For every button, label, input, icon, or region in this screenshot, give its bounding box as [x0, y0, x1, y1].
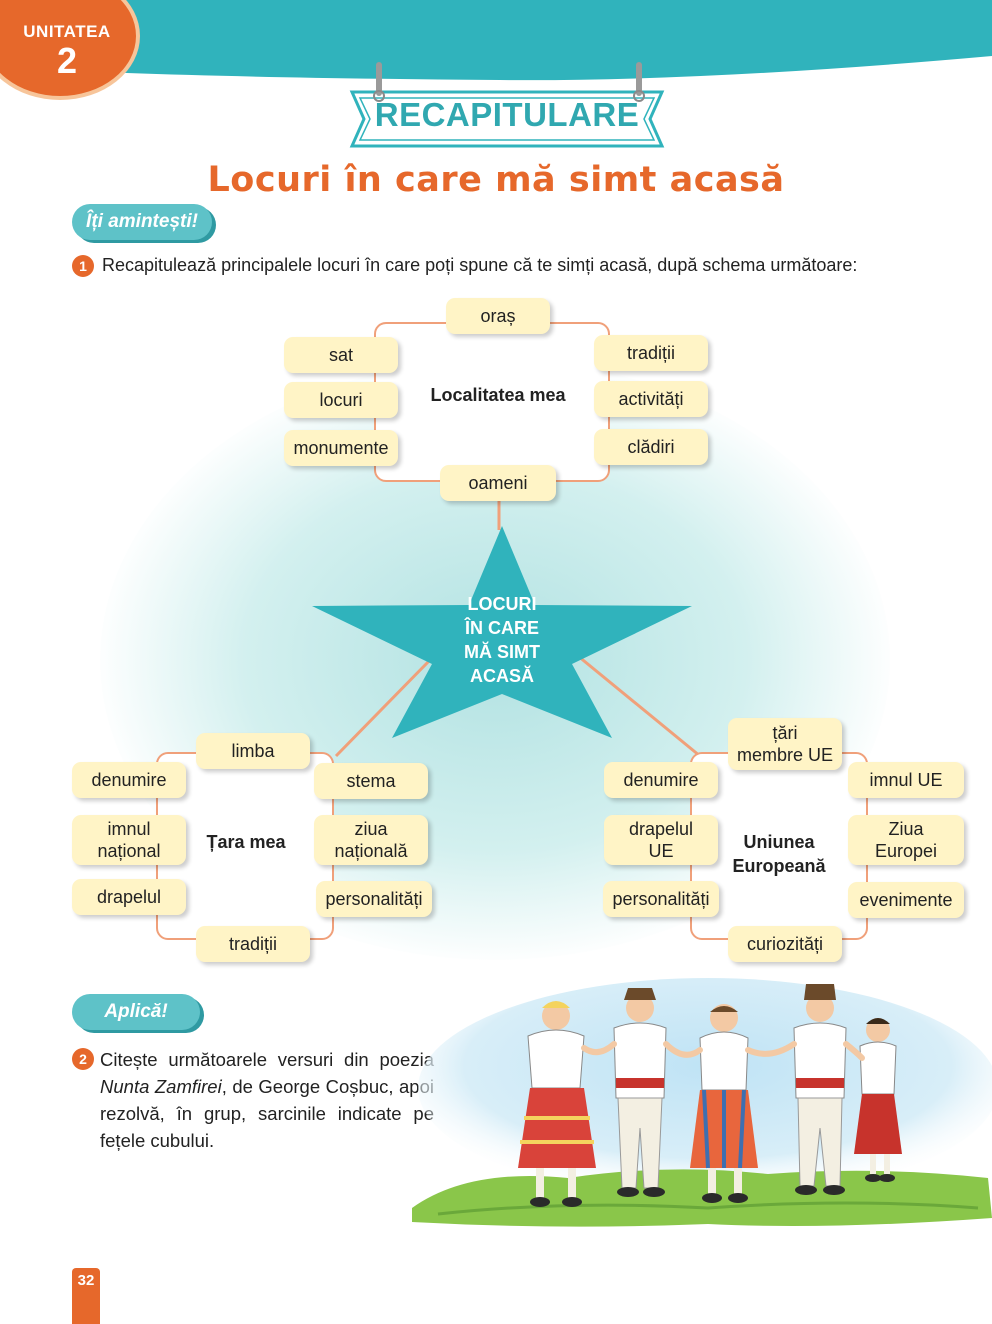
locality-title: Localitatea mea — [430, 385, 566, 405]
country-item-limba: limba — [196, 733, 310, 769]
country-item-denumire: denumire — [72, 762, 186, 798]
eu-item-ziua-europei: Ziua Europei — [848, 815, 964, 865]
locality-item-oameni: oameni — [440, 465, 556, 501]
eu-item-evenimente: evenimente — [848, 882, 964, 918]
locality-item-cladiri: clădiri — [594, 429, 708, 465]
unit-label: UNITATEA — [23, 22, 111, 41]
country-item-ziua-nationala: ziua națională — [314, 815, 428, 865]
eu-item-personalitati: personalități — [603, 881, 719, 917]
page-number-tab — [72, 1268, 100, 1324]
country-item-personalitati: personalități — [316, 881, 432, 917]
eu-item-tari-membre: țări membre UE — [728, 718, 842, 770]
locality-item-activitati: activități — [594, 381, 708, 417]
locality-item-traditii: tradiții — [594, 335, 708, 371]
country-item-imnul-national: imnul național — [72, 815, 186, 865]
eu-item-imnul-ue: imnul UE — [848, 762, 964, 798]
banner-title: RECAPITULARE — [374, 96, 640, 133]
star-label: LOCURI ÎN CARE MĂ SIMT ACASĂ — [464, 594, 540, 686]
section-pill-apply: Aplică! — [72, 994, 200, 1030]
eu-title: Uniunea Europeană — [732, 832, 826, 876]
country-item-drapelul: drapelul — [72, 879, 186, 915]
eu-frame — [690, 752, 868, 940]
eu-item-denumire: denumire — [604, 762, 718, 798]
banner-hook-left-icon — [373, 62, 385, 102]
header-band — [0, 0, 992, 81]
country-title: Țara mea — [206, 832, 286, 852]
exercise-instruction: Recapitulează principalele locuri în car… — [102, 255, 858, 275]
banner-sign — [349, 90, 665, 148]
exercise-number: 1 — [72, 255, 94, 277]
locality-item-sat: sat — [284, 337, 398, 373]
folk-dancers-illustration — [412, 978, 992, 1227]
eu-item-drapelul-ue: drapelul UE — [604, 815, 718, 865]
exercise-number: 2 — [72, 1048, 94, 1070]
locality-frame — [374, 322, 610, 482]
page-number: 32 — [77, 1272, 95, 1289]
unit-number: 2 — [56, 40, 78, 81]
locality-item-monumente: monumente — [284, 430, 398, 466]
country-item-stema: stema — [314, 763, 428, 799]
exercise-2-text: Citește următoarele versuri din poezia N… — [100, 1049, 434, 1151]
locality-item-locuri: locuri — [284, 382, 398, 418]
page-subtitle: Locuri în care mă simt acasă — [207, 160, 785, 200]
country-item-traditii: tradiții — [196, 926, 310, 962]
banner-hook-right-icon — [633, 62, 645, 102]
locality-item-oras: oraș — [446, 298, 550, 334]
section-pill-remember: Îți amintești! — [72, 204, 212, 240]
star-shape — [312, 526, 692, 738]
eu-item-curiozitati: curiozități — [728, 926, 842, 962]
